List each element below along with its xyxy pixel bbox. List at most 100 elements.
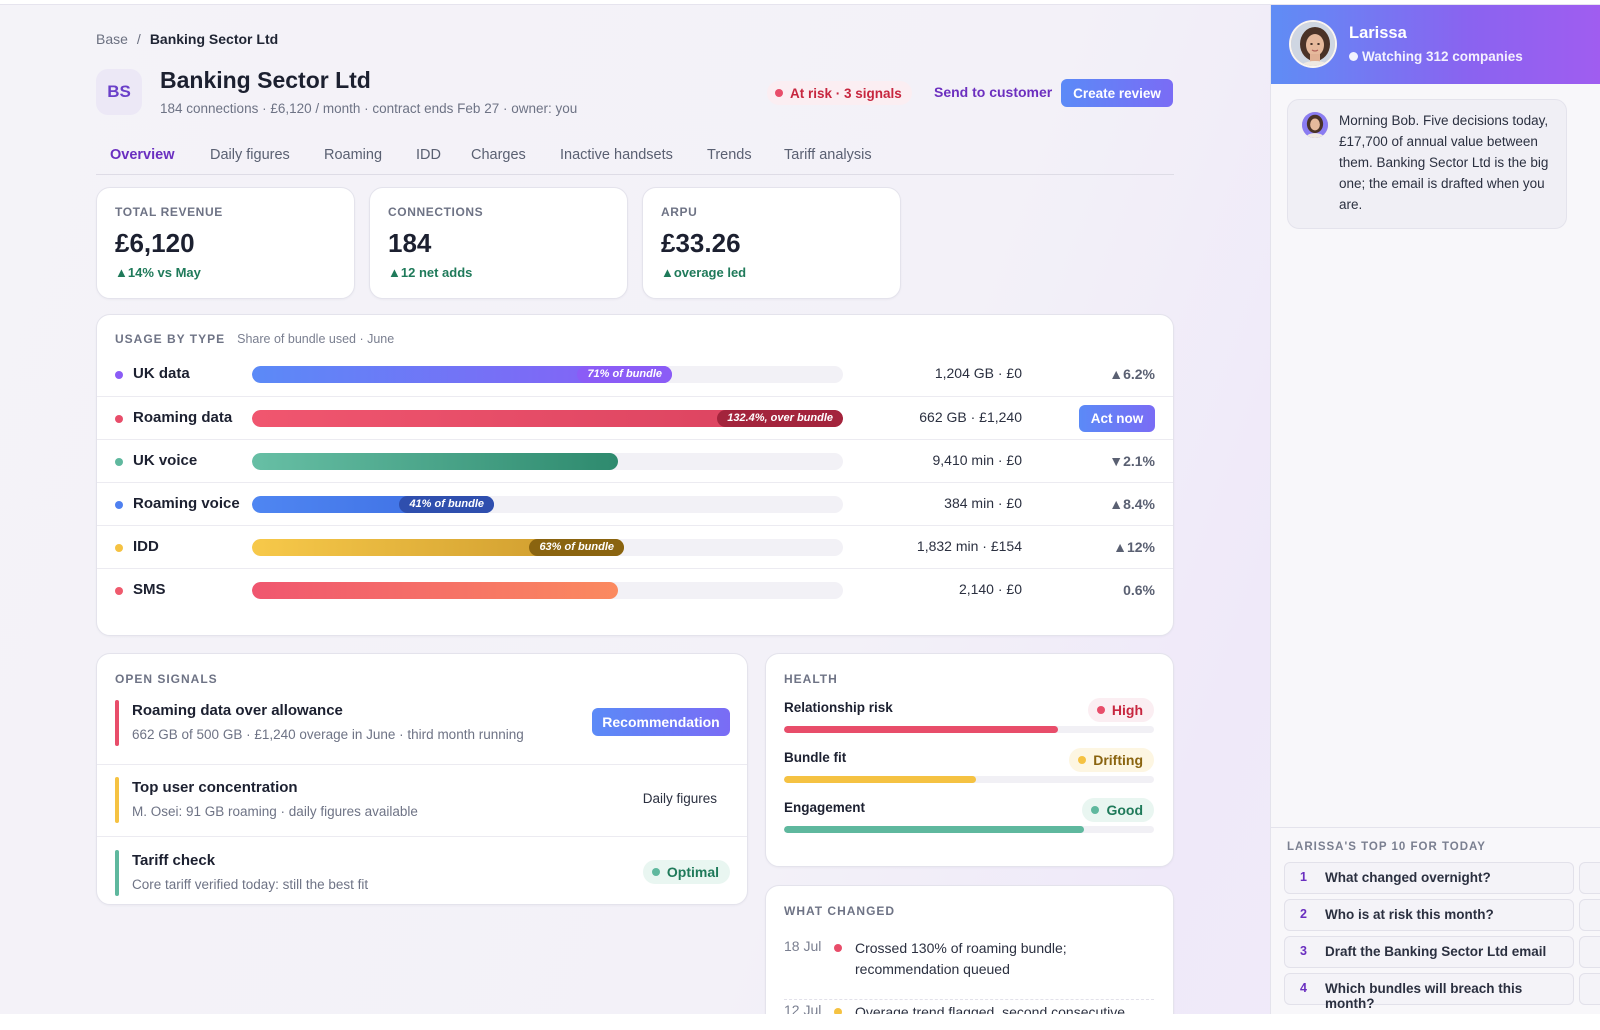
usage-amount: 384 min · £0 <box>944 495 1022 511</box>
signal-severity-bar <box>115 700 119 746</box>
tab-inactive-handsets[interactable]: Inactive handsets <box>560 147 673 163</box>
question-item[interactable]: 1 What changed overnight? <box>1284 862 1574 894</box>
create-review-button[interactable]: Create review <box>1061 79 1173 107</box>
usage-row: Roaming data 132.4%, over bundle 662 GB · … <box>97 396 1173 440</box>
send-to-customer-button[interactable]: Send to customer <box>934 84 1053 100</box>
stat-label: CONNECTIONS <box>388 205 484 219</box>
health-metric-label: Relationship risk <box>784 700 893 715</box>
signal-item[interactable]: Roaming data over allowance 662 GB of 50… <box>97 698 747 764</box>
assistant-status-label: Watching 312 companies <box>1362 49 1523 64</box>
usage-delta: ▲6.2% <box>1109 366 1155 382</box>
daily-figures-link[interactable]: Daily figures <box>642 791 717 806</box>
assistant-panel: Larissa Watching 312 companies Morning B… <box>1270 5 1600 1014</box>
top10-title: LARISSA'S TOP 10 FOR TODAY <box>1287 841 1486 853</box>
act-now-button[interactable]: Act now <box>1079 405 1155 432</box>
tab-roaming[interactable]: Roaming <box>324 147 383 163</box>
assistant-message: Morning Bob. Five decisions today, £17,7… <box>1287 99 1567 229</box>
usage-bar-label: 63% of bundle <box>529 539 624 556</box>
what-changed-title: WHAT CHANGED <box>784 904 896 918</box>
tab-overview[interactable]: Overview <box>110 147 175 163</box>
signal-severity-bar <box>115 777 119 823</box>
signal-title: Top user concentration <box>132 779 298 796</box>
top10-section: LARISSA'S TOP 10 FOR TODAY 1 What change… <box>1271 827 1600 1014</box>
health-bar-fill <box>784 776 976 783</box>
change-dot-icon <box>834 944 842 952</box>
tab-trends[interactable]: Trends <box>707 147 752 163</box>
tab-charges[interactable]: Charges <box>471 147 526 163</box>
online-dot-icon <box>1349 52 1358 61</box>
usage-header: USAGE BY TYPE Share of bundle used · Jun… <box>115 332 394 346</box>
health-item: Bundle fit Drifting <box>784 748 1154 788</box>
question-side-chip[interactable] <box>1579 936 1600 968</box>
usage-bar-track <box>252 582 843 599</box>
stat-delta: ▲12 net adds <box>388 265 473 280</box>
change-date: 18 Jul <box>784 938 822 954</box>
stat-card-arpu: ARPU £33.26 ▲overage led <box>642 187 901 299</box>
usage-type-label: UK voice <box>133 452 198 469</box>
change-date: 12 Jul <box>784 1002 822 1014</box>
what-changed-card: WHAT CHANGED 18 Jul Crossed 130% of roam… <box>765 885 1174 1014</box>
main-content: Base / Banking Sector Ltd BS Banking Sec… <box>96 5 1174 1014</box>
usage-bar-fill <box>252 582 618 599</box>
question-number: 1 <box>1300 870 1307 884</box>
status-label: Drifting <box>1093 752 1143 768</box>
usage-type-label: Roaming voice <box>133 495 240 512</box>
usage-bar-label: 41% of bundle <box>399 496 494 513</box>
usage-dot-icon <box>115 501 123 509</box>
usage-delta: ▲8.4% <box>1109 496 1155 512</box>
signal-title: Tariff check <box>132 852 216 869</box>
assistant-header: Larissa Watching 312 companies <box>1271 5 1600 84</box>
assistant-message-text: Morning Bob. Five decisions today, £17,7… <box>1339 113 1549 212</box>
question-side-chip[interactable] <box>1579 862 1600 894</box>
status-dot-icon <box>1078 756 1087 764</box>
breadcrumb-root[interactable]: Base <box>96 31 128 47</box>
question-item[interactable]: 3 Draft the Banking Sector Ltd email <box>1284 936 1574 968</box>
recommendation-button[interactable]: Recommendation <box>592 708 730 736</box>
avatar <box>1302 112 1328 138</box>
usage-type-label: UK data <box>133 365 190 382</box>
question-side-chip[interactable] <box>1579 973 1600 1005</box>
usage-type-label: IDD <box>133 538 159 555</box>
stat-label: TOTAL REVENUE <box>115 205 223 219</box>
usage-row: Roaming voice 41% of bundle 384 min · £0 ▲8… <box>97 482 1173 526</box>
usage-row: UK voice 9,410 min · £0 ▼2.1% <box>97 439 1173 483</box>
signal-item[interactable]: Top user concentration M. Osei: 91 GB ro… <box>97 764 747 836</box>
usage-bar-fill: 132.4%, over bundle <box>252 410 843 427</box>
question-side-chip[interactable] <box>1579 899 1600 931</box>
usage-dot-icon <box>115 587 123 595</box>
change-text: Crossed 130% of roaming bundle; recommen… <box>855 940 1067 977</box>
assistant-name: Larissa <box>1349 24 1407 42</box>
status-badge: Drifting <box>1069 748 1154 772</box>
usage-dot-icon <box>115 458 123 466</box>
tab-tariff-analysis[interactable]: Tariff analysis <box>784 147 872 163</box>
risk-badge[interactable]: At risk · 3 signals <box>767 81 912 105</box>
usage-bar-fill <box>252 453 618 470</box>
usage-bar-track: 41% of bundle <box>252 496 843 513</box>
tab-idd[interactable]: IDD <box>416 147 441 163</box>
risk-label: At risk · 3 signals <box>790 85 902 101</box>
usage-amount: 1,204 GB · £0 <box>934 365 1022 381</box>
usage-dot-icon <box>115 544 123 552</box>
question-number: 4 <box>1300 981 1307 995</box>
status-dot-icon <box>1091 806 1100 814</box>
signal-item[interactable]: Tariff check Core tariff verified today:… <box>97 836 747 904</box>
breadcrumb-current: Banking Sector Ltd <box>149 31 279 47</box>
usage-title: USAGE BY TYPE <box>115 332 226 346</box>
question-text: Draft the Banking Sector Ltd email <box>1325 944 1547 959</box>
usage-row: SMS 2,140 · £0 0.6% <box>97 568 1173 612</box>
page-title: Banking Sector Ltd <box>160 67 371 93</box>
usage-bar-label: 132.4%, over bundle <box>717 410 843 427</box>
usage-row: UK data 71% of bundle 1,204 GB · £0 ▲6.2% <box>97 353 1173 397</box>
change-item: 12 Jul Overage trend flagged, second con… <box>784 1002 1154 1014</box>
change-item: 18 Jul Crossed 130% of roaming bundle; r… <box>784 938 1154 1000</box>
signals-title: OPEN SIGNALS <box>115 672 218 686</box>
status-dot-icon <box>1096 706 1105 714</box>
health-card: HEALTH Relationship risk High Bundle fit Dr… <box>765 653 1174 867</box>
question-item[interactable]: 4 Which bundles will breach this month? <box>1284 973 1574 1011</box>
tab-daily-figures[interactable]: Daily figures <box>210 147 290 163</box>
usage-dot-icon <box>115 415 123 423</box>
change-text: Overage trend flagged, second consecutiv… <box>855 1004 1126 1014</box>
signal-description: M. Osei: 91 GB roaming · daily figures a… <box>132 804 418 819</box>
stat-card-total-revenue: TOTAL REVENUE £6,120 ▲14% vs May <box>96 187 355 299</box>
question-item[interactable]: 2 Who is at risk this month? <box>1284 899 1574 931</box>
